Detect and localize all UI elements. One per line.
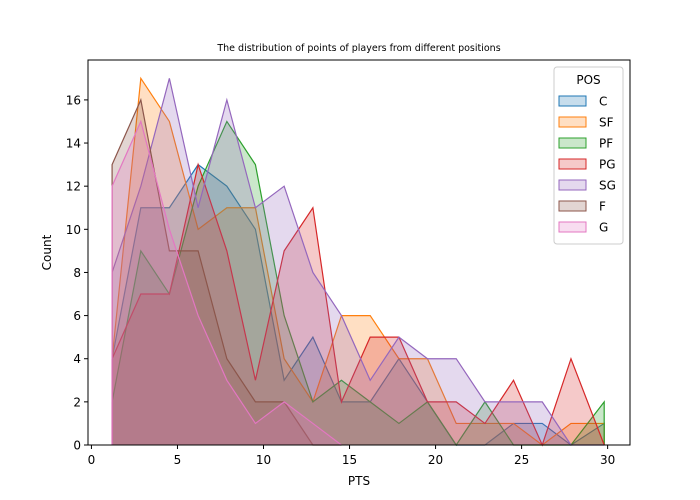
x-tick-label: 0 xyxy=(88,453,96,467)
y-tick-label: 2 xyxy=(73,395,81,409)
legend-swatch xyxy=(558,179,587,191)
legend-label: SF xyxy=(599,116,614,130)
series-g xyxy=(111,119,342,446)
area-f xyxy=(112,99,342,445)
legend-swatch xyxy=(558,95,587,107)
legend-label: SG xyxy=(599,179,616,193)
legend-swatch xyxy=(558,158,587,170)
legend-label: C xyxy=(599,95,607,109)
area-sf xyxy=(112,78,605,445)
plot-frame xyxy=(87,59,631,446)
series-sg xyxy=(111,78,605,446)
area-g xyxy=(112,121,342,446)
x-axis: 0 5 10 15 20 25 30 xyxy=(88,445,615,467)
area-sg xyxy=(112,78,605,445)
y-tick-label: 0 xyxy=(73,439,81,453)
legend-swatch xyxy=(558,137,587,149)
legend-label: PG xyxy=(599,158,616,172)
y-axis: 0 2 4 6 8 10 12 14 16 xyxy=(66,93,88,453)
legend-item-sg: SG xyxy=(558,179,616,193)
y-tick-label: 8 xyxy=(73,266,81,280)
legend-swatch xyxy=(558,116,587,128)
x-tick-label: 20 xyxy=(428,453,443,467)
y-tick-label: 12 xyxy=(66,180,81,194)
legend-swatch xyxy=(558,221,587,233)
area-pf xyxy=(112,121,605,446)
line-g xyxy=(111,119,342,446)
line-c xyxy=(111,163,605,446)
legend-label: PF xyxy=(599,137,613,151)
line-sg xyxy=(111,78,605,446)
legend-item-sf: SF xyxy=(558,116,614,130)
legend-item-pf: PF xyxy=(558,137,613,151)
x-tick-label: 25 xyxy=(514,453,529,467)
area-pg xyxy=(112,164,605,445)
series-f xyxy=(111,97,342,446)
legend-box xyxy=(553,66,624,245)
line-sf xyxy=(111,76,605,446)
x-tick-label: 30 xyxy=(600,453,615,467)
y-tick-label: 14 xyxy=(66,137,81,151)
legend-items: C SF PF PG SG FG xyxy=(558,95,616,235)
line-pg xyxy=(111,162,605,447)
legend-item-c: C xyxy=(558,95,607,109)
legend-title: POS xyxy=(576,73,600,87)
legend-item-f: F xyxy=(558,200,606,214)
y-tick-label: 6 xyxy=(73,309,81,323)
chart-title: The distribution of points of players fr… xyxy=(216,43,500,54)
y-tick-label: 4 xyxy=(73,352,81,366)
y-tick-label: 10 xyxy=(66,223,81,237)
y-tick-label: 16 xyxy=(66,93,81,107)
x-tick-label: 5 xyxy=(174,453,182,467)
legend-item-pg: PG xyxy=(558,158,616,172)
series-pg xyxy=(111,162,605,447)
legend: POS C SF PF PG SG FG xyxy=(553,66,624,245)
legend-swatch xyxy=(558,200,587,212)
line-f xyxy=(111,97,342,446)
legend-item-g: G xyxy=(558,221,608,235)
series-c xyxy=(111,163,605,446)
y-axis-label: Count xyxy=(40,234,54,270)
legend-label: F xyxy=(599,200,606,214)
legend-label: G xyxy=(599,221,608,235)
x-tick-label: 15 xyxy=(342,453,357,467)
x-axis-label: PTS xyxy=(348,474,370,488)
series-sf xyxy=(111,76,605,446)
area-c xyxy=(112,164,605,445)
series-layer xyxy=(111,76,605,447)
x-tick-label: 10 xyxy=(256,453,271,467)
